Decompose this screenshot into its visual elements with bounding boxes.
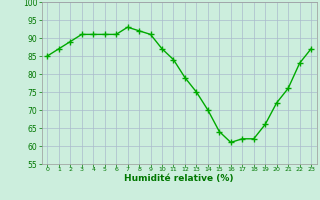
X-axis label: Humidité relative (%): Humidité relative (%) (124, 174, 234, 183)
